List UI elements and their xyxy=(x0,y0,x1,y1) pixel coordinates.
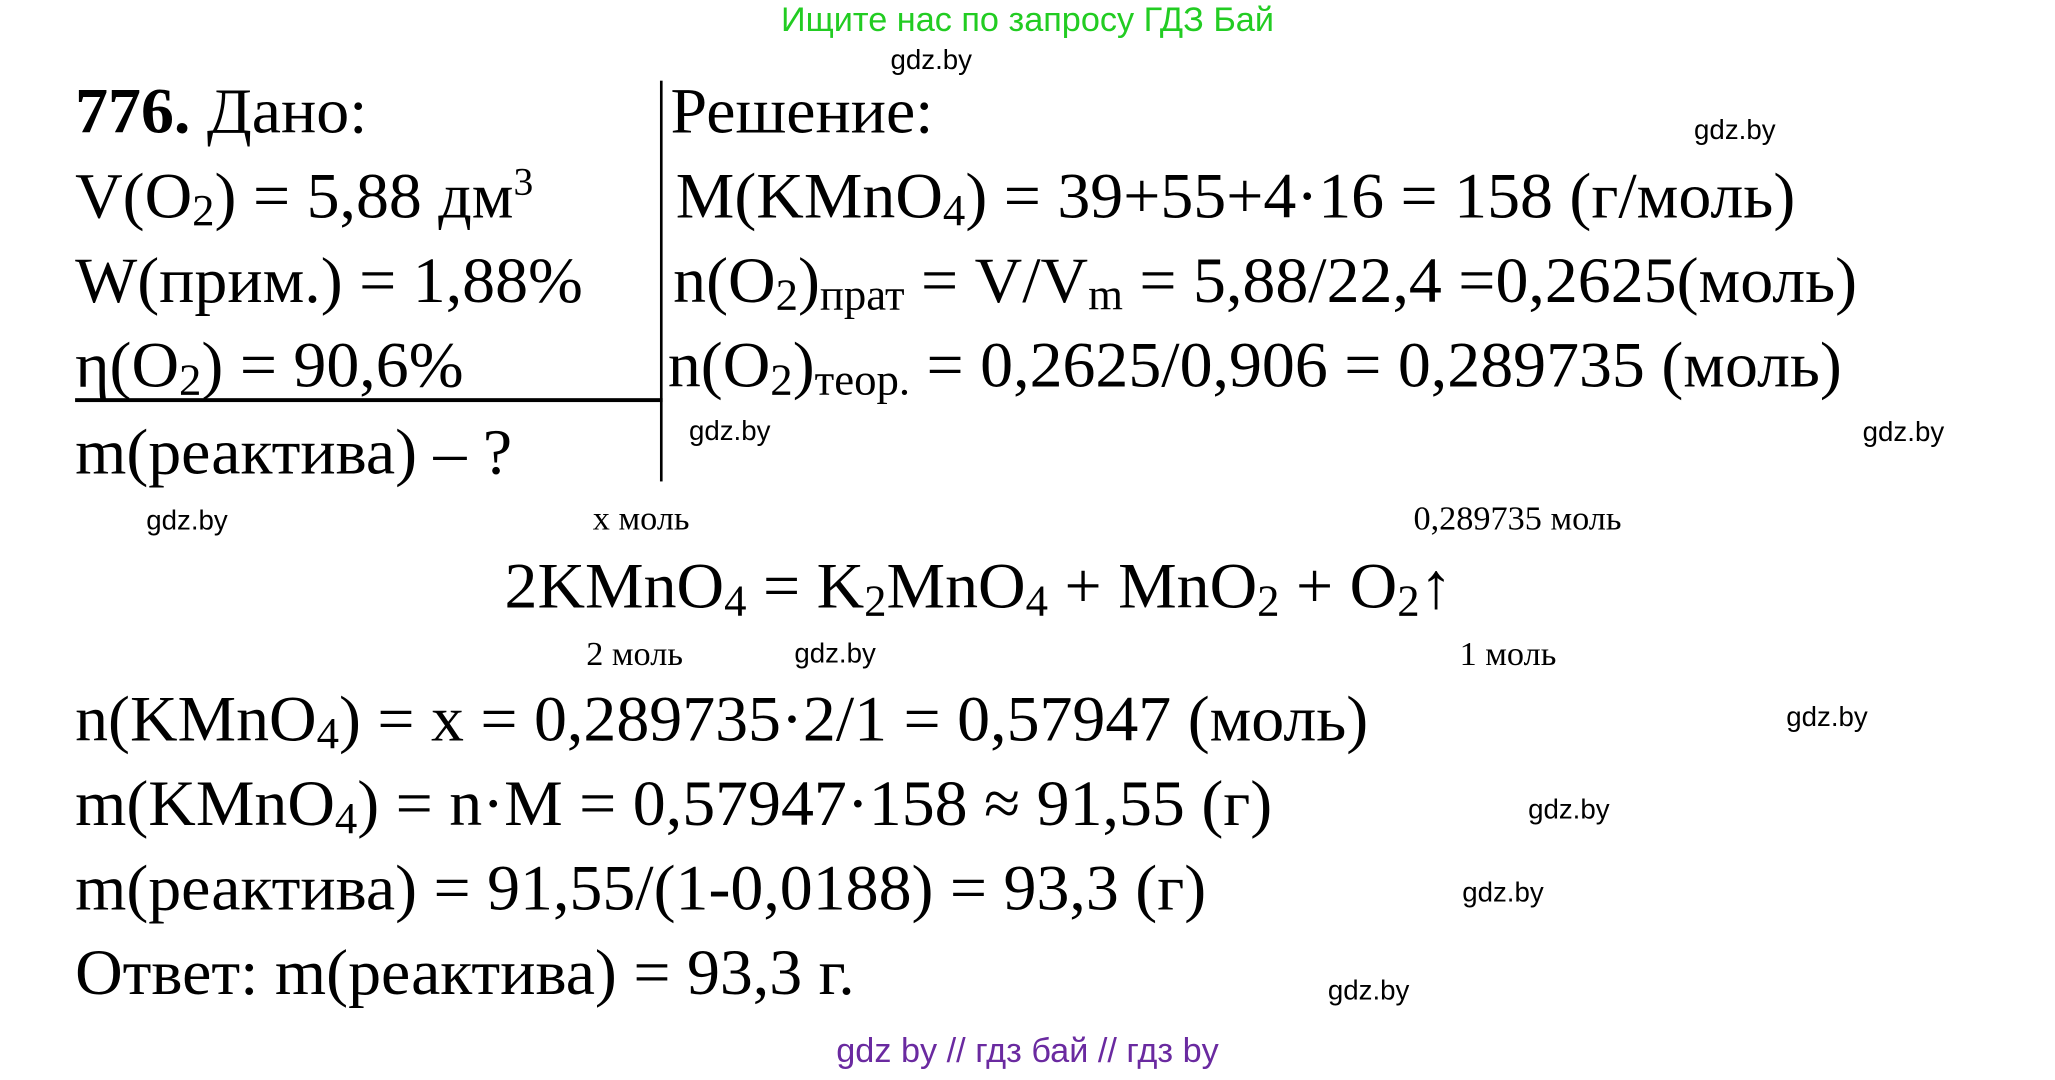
watermark: gdz.by xyxy=(794,638,876,669)
footer-ad-link[interactable]: gdz by // гдз бай // гдз by xyxy=(836,1030,1219,1070)
problem-number: 776. xyxy=(75,74,191,148)
vertical-divider xyxy=(659,80,663,482)
eq-below-left: 2 моль xyxy=(586,634,683,673)
eq-above-left: x моль xyxy=(592,499,690,538)
given-yield: η(O2) = 90,6% xyxy=(75,327,464,405)
header-ad-link[interactable]: Ищите нас по запросу ГДЗ Бай xyxy=(780,0,1274,40)
watermark: gdz.by xyxy=(1528,795,1610,825)
watermark: gdz.by xyxy=(1786,702,1868,733)
watermark: gdz.by xyxy=(1694,115,1776,146)
eq-above-right: 0,289735 моль xyxy=(1413,499,1622,538)
given-impurity: W(прим.) = 1,88% xyxy=(75,243,583,317)
given-divider xyxy=(75,398,663,403)
watermark: gdz.by xyxy=(688,416,771,447)
calc-reagent: m(реактива) = 91,55/(1-0,0188) = 93,3 (г… xyxy=(75,850,1207,924)
given-volume: V(O2) = 5,88 дм3 xyxy=(75,158,534,236)
find-text: m(реактива) – ? xyxy=(75,415,513,488)
watermark: gdz.by xyxy=(146,506,228,537)
given-title: Дано: xyxy=(206,74,368,148)
reaction-equation: 2KMnO4 = K2MnO4 + MnO2 + O2↑ xyxy=(504,549,1453,626)
moles-practical-line: n(O2)прат = V/Vm = 5,88/22,4 =0,2625(мол… xyxy=(673,243,1858,321)
watermark: gdz.by xyxy=(1327,975,1410,1006)
answer: Ответ: m(реактива) = 93,3 г. xyxy=(75,935,855,1009)
given-heading: 776. Дано: xyxy=(75,78,367,143)
calc-mass: m(KMnO4) = n·M = 0,57947·158 ≈ 91,55 (г) xyxy=(75,766,1273,844)
watermark: gdz.by xyxy=(1862,417,1945,448)
solution-title: Решение: xyxy=(670,74,934,148)
watermark: gdz.by xyxy=(890,45,973,76)
calc-moles: n(KMnO4) = x = 0,289735·2/1 = 0,57947 (м… xyxy=(75,681,1369,759)
watermark: gdz.by xyxy=(1462,878,1544,909)
eq-below-right: 1 моль xyxy=(1459,634,1557,673)
molar-mass-line: M(KMnO4) = 39+55+4·16 = 158 (г/моль) xyxy=(675,158,1796,236)
moles-theoretical-line: n(O2)теор. = 0,2625/0,906 = 0,289735 (мо… xyxy=(667,327,1842,405)
